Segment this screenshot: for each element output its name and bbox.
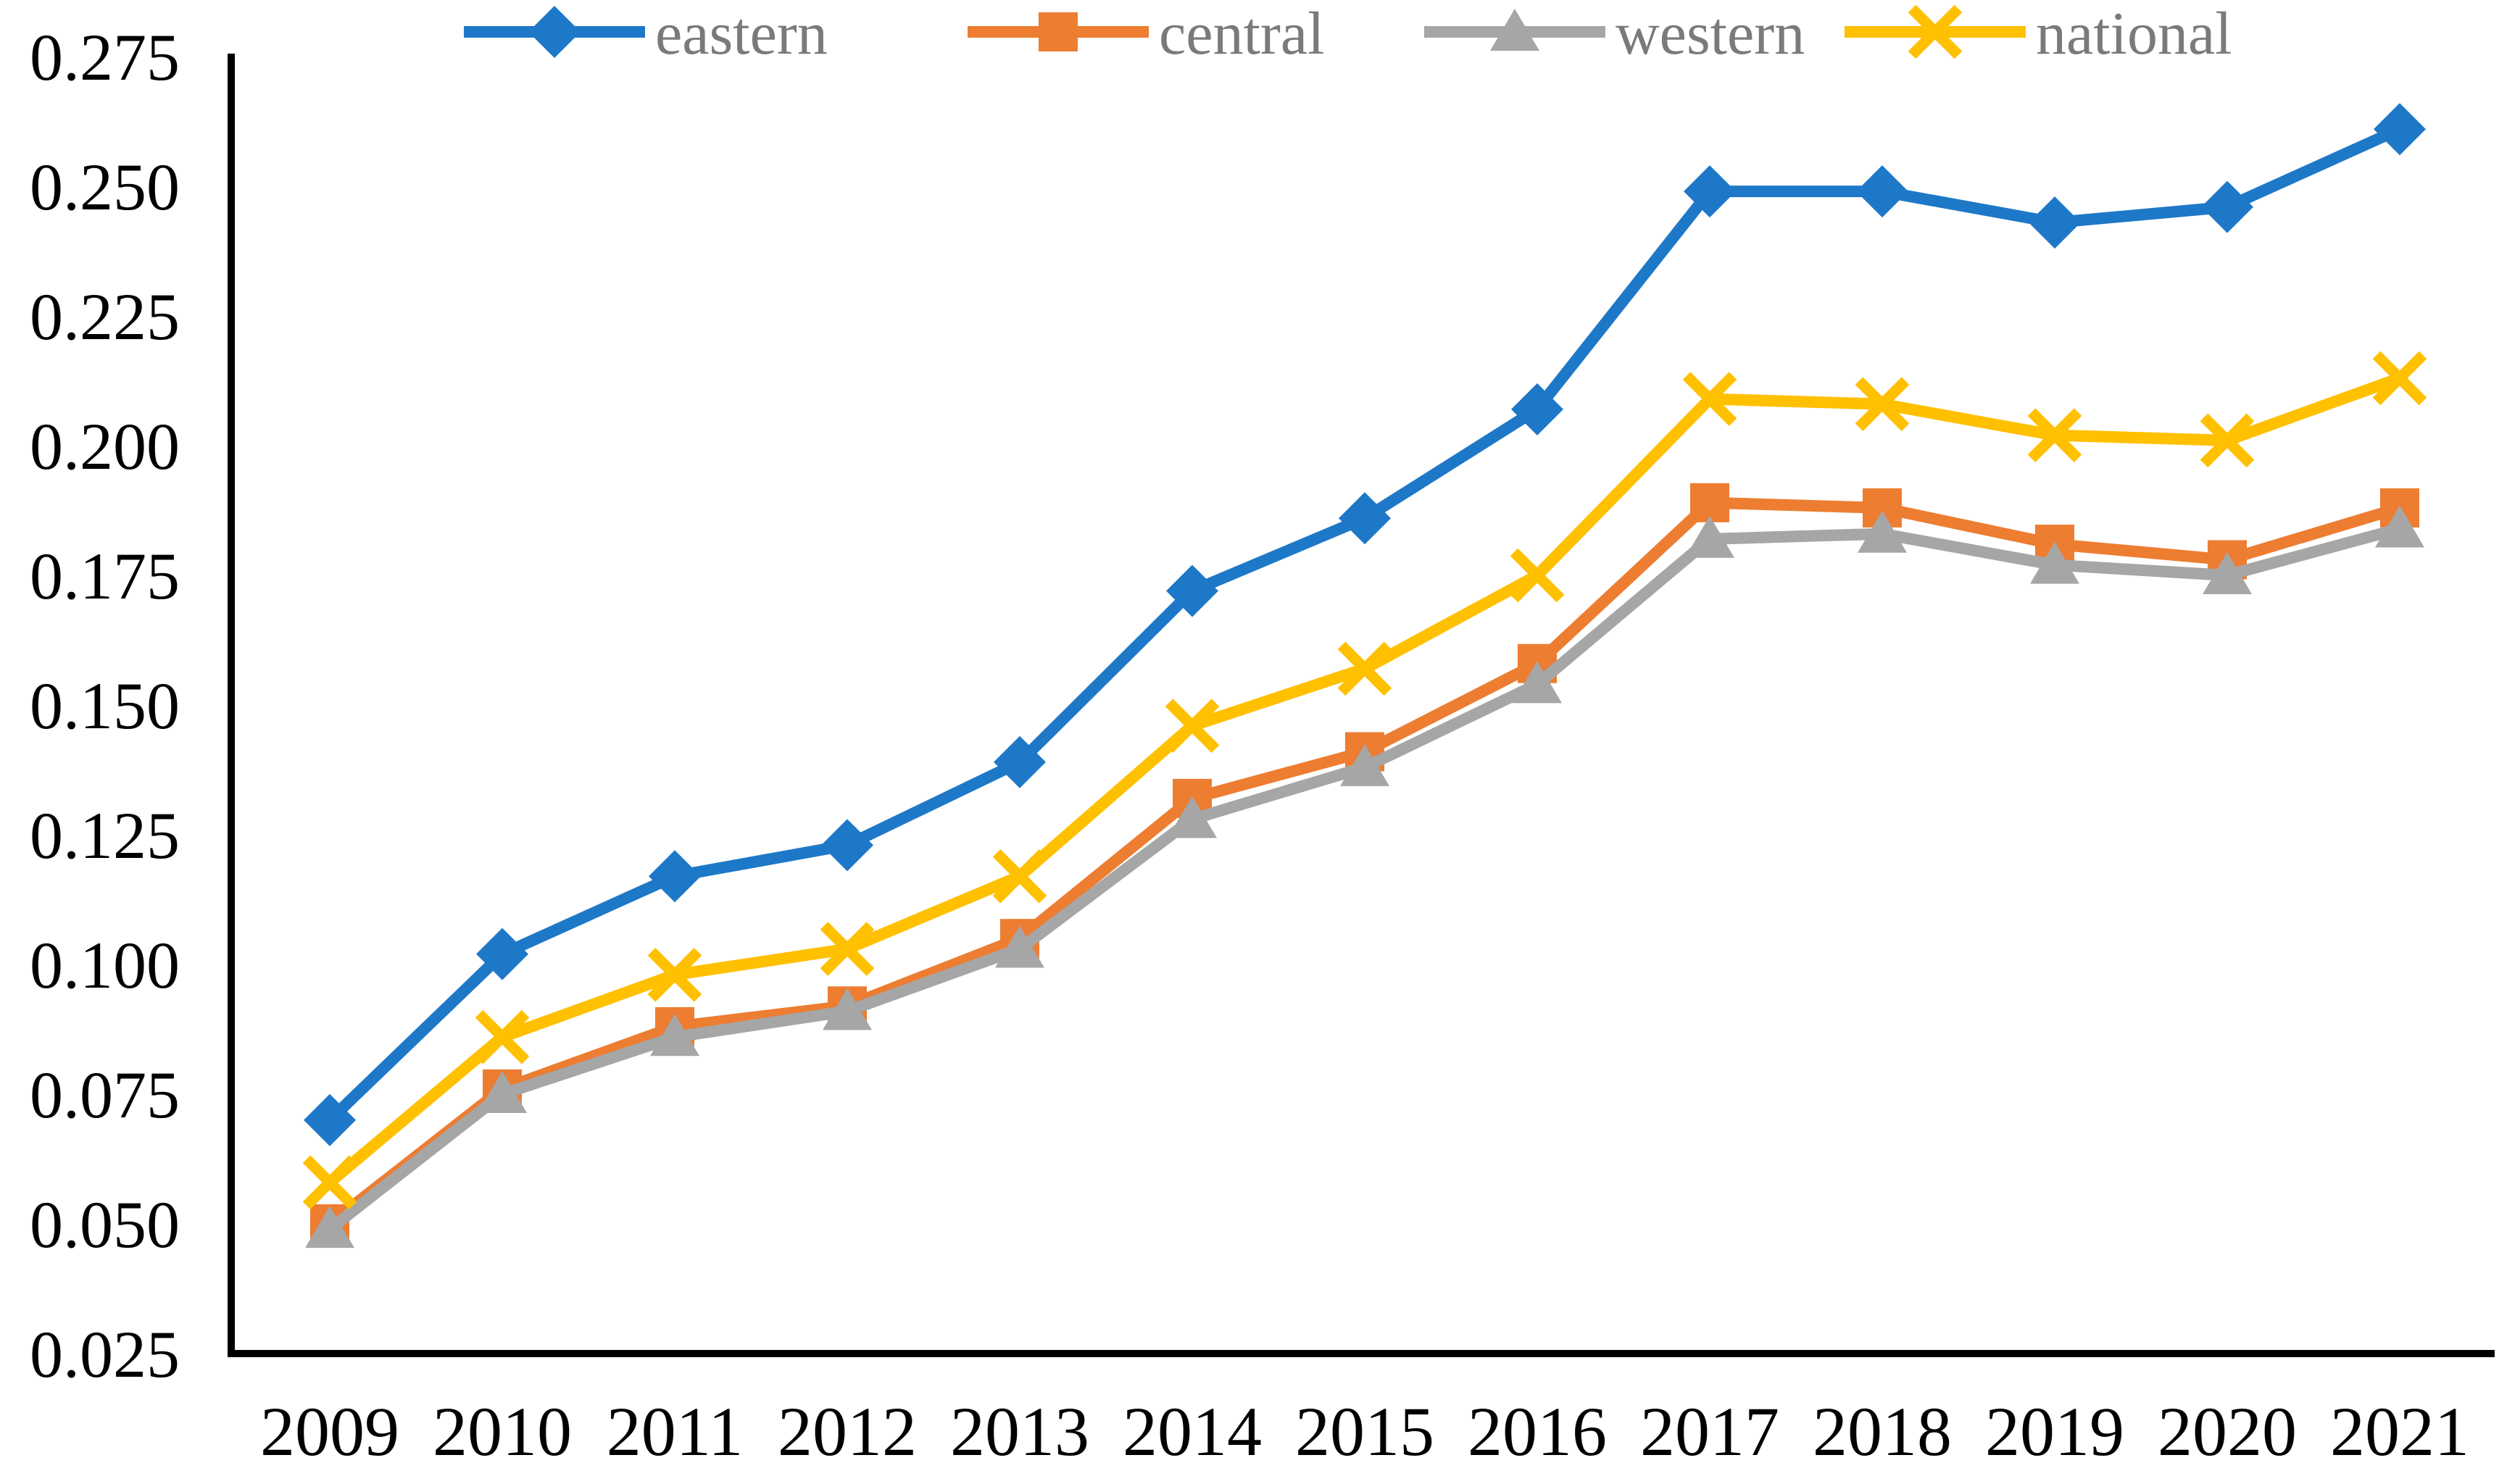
- data-point-marker-western: [1513, 661, 1562, 704]
- data-point-marker-eastern: [821, 819, 873, 872]
- series-eastern: [304, 103, 2426, 1146]
- x-tick-label: 2014: [1123, 1393, 1262, 1470]
- data-point-marker-western: [305, 1206, 354, 1249]
- y-axis-tick-labels: 0.275 0.250 0.225 0.200 0.175 0.150 0.125 0.100…: [30, 20, 180, 1391]
- y-tick-label: 0.100: [30, 928, 180, 1002]
- data-point-marker-western: [1858, 510, 1907, 553]
- x-tick-label: 2013: [950, 1393, 1089, 1470]
- x-tick-label: 2019: [1985, 1393, 2124, 1470]
- x-tick-label: 2016: [1468, 1393, 1607, 1470]
- x-tick-label: 2017: [1640, 1393, 1779, 1470]
- data-point-marker-national: [1337, 641, 1392, 696]
- x-tick-label: 2020: [2158, 1393, 2297, 1470]
- data-point-marker-eastern: [1339, 492, 1391, 545]
- series-line-western: [324, 522, 2406, 1235]
- series-line-central: [324, 496, 2406, 1230]
- data-point-marker-western: [2375, 505, 2424, 548]
- y-tick-label: 0.025: [30, 1317, 180, 1391]
- y-tick-label: 0.225: [30, 280, 180, 354]
- data-point-marker-national: [302, 1155, 357, 1210]
- data-point-marker-central: [1690, 483, 1729, 522]
- data-point-marker-western: [478, 1071, 527, 1113]
- data-point-marker-national: [820, 922, 875, 976]
- y-tick-label: 0.075: [30, 1058, 180, 1132]
- legend: eastern central western national: [464, 0, 2232, 67]
- data-point-marker-western: [2030, 541, 2079, 584]
- data-point-marker-national: [992, 849, 1047, 904]
- x-tick-label: 2015: [1295, 1393, 1434, 1470]
- legend-diamond-icon: [528, 6, 581, 58]
- data-point-marker-eastern: [1166, 564, 1218, 617]
- x-tick-label: 2012: [778, 1393, 917, 1470]
- data-point-marker-eastern: [994, 735, 1046, 788]
- data-point-marker-national: [1682, 372, 1737, 426]
- data-point-marker-national: [1855, 377, 1910, 432]
- legend-square-icon: [1039, 12, 1078, 51]
- data-point-marker-western: [650, 1014, 699, 1056]
- legend-item-eastern: eastern: [464, 0, 828, 67]
- legend-label-national: national: [2036, 0, 2232, 67]
- legend-label-eastern: eastern: [655, 0, 828, 67]
- data-point-marker-eastern: [2374, 103, 2426, 156]
- x-axis-tick-labels: 2009 2010 2011 2012 2013 2014 2015 2016 2017 2018…: [260, 1393, 2469, 1470]
- y-tick-label: 0.050: [30, 1188, 180, 1262]
- legend-label-western: western: [1616, 0, 1805, 67]
- x-tick-label: 2009: [260, 1393, 399, 1470]
- x-tick-label: 2021: [2330, 1393, 2469, 1470]
- legend-x-icon: [1908, 4, 1963, 59]
- legend-item-western: western: [1424, 0, 1805, 67]
- data-point-marker-national: [647, 948, 702, 1002]
- data-point-marker-eastern: [476, 928, 528, 980]
- y-tick-label: 0.175: [30, 539, 180, 613]
- series-central: [310, 483, 2419, 1243]
- data-point-marker-eastern: [1511, 383, 1563, 435]
- data-point-marker-national: [1510, 548, 1565, 603]
- y-tick-label: 0.275: [30, 20, 180, 94]
- data-point-marker-western: [823, 988, 872, 1030]
- data-point-marker-national: [475, 1009, 530, 1064]
- data-point-marker-western: [1340, 743, 1389, 786]
- y-tick-label: 0.150: [30, 669, 180, 743]
- data-point-marker-eastern: [649, 850, 701, 903]
- data-point-marker-eastern: [2201, 180, 2253, 233]
- y-tick-label: 0.250: [30, 150, 180, 224]
- x-tick-label: 2018: [1813, 1393, 1952, 1470]
- legend-item-national: national: [1845, 0, 2232, 67]
- axes: [228, 54, 2495, 1357]
- data-point-marker-western: [1168, 796, 1217, 838]
- data-point-marker-western: [995, 925, 1044, 968]
- series-line-eastern: [324, 123, 2406, 1126]
- legend-label-central: central: [1159, 0, 1325, 67]
- x-tick-label: 2010: [433, 1393, 572, 1470]
- series-western: [305, 505, 2424, 1249]
- data-point-marker-eastern: [304, 1093, 356, 1146]
- data-point-marker-national: [2027, 408, 2082, 462]
- data-point-marker-national: [2372, 351, 2427, 406]
- y-tick-label: 0.125: [30, 799, 180, 872]
- data-point-marker-national: [2200, 413, 2255, 468]
- data-point-marker-national: [1165, 699, 1220, 753]
- data-point-marker-western: [2203, 552, 2252, 594]
- legend-item-central: central: [968, 0, 1325, 67]
- data-point-marker-eastern: [1684, 165, 1736, 218]
- data-point-marker-western: [1685, 515, 1734, 558]
- data-point-marker-eastern: [1856, 165, 1908, 218]
- y-tick-label: 0.200: [30, 409, 180, 483]
- series-national: [302, 351, 2427, 1210]
- data-point-marker-eastern: [2029, 196, 2081, 249]
- x-tick-label: 2011: [607, 1393, 743, 1470]
- legend-triangle-icon: [1490, 9, 1539, 51]
